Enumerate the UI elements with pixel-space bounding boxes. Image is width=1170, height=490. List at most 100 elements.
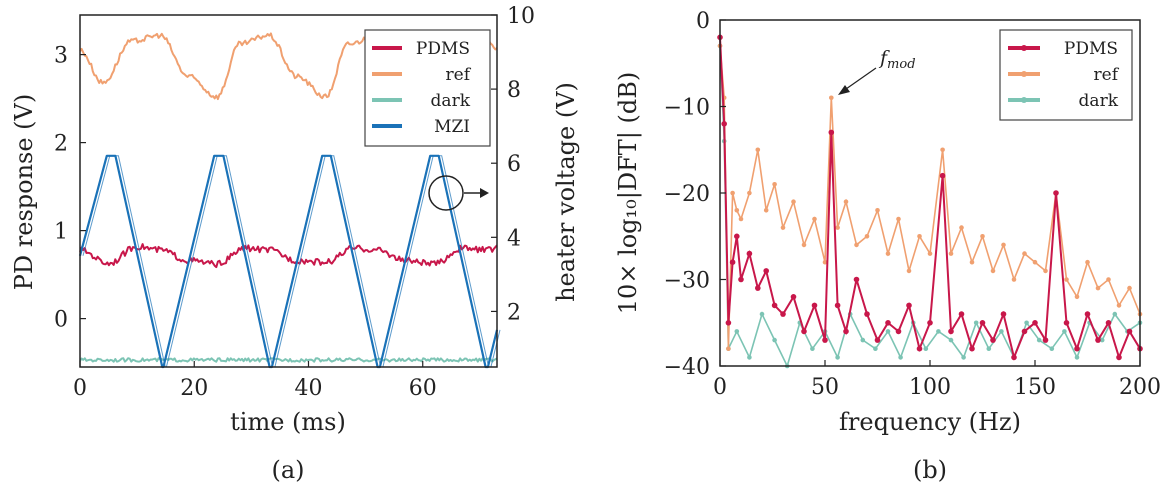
- series-ref-point: [1032, 259, 1038, 265]
- fmod-annotation: fmod: [838, 47, 916, 95]
- series-pdms-point: [1095, 337, 1101, 343]
- series-ref-point: [969, 259, 975, 265]
- series-ref-point: [1001, 242, 1006, 248]
- legend-ref-label: ref: [446, 65, 472, 85]
- series-pdms-point: [790, 294, 797, 300]
- legend-pdms-marker: [1021, 45, 1027, 51]
- series-ref-point: [791, 199, 796, 204]
- series-dark-point: [1036, 337, 1042, 343]
- panel-a-y2tick-label: 4: [507, 226, 521, 251]
- series-ref-point: [1011, 277, 1017, 282]
- panel-b-ylabel: 10× log₁₀|DFT| (dB): [614, 72, 643, 314]
- series-ref-point: [1043, 268, 1048, 274]
- panel-b-legend: PDMS ref dark: [999, 29, 1133, 121]
- panel-a-y2tick-label: 2: [507, 300, 521, 325]
- series-pdms-point: [906, 302, 912, 309]
- panel-a-legend: PDMS ref dark MZI: [364, 29, 491, 147]
- series-pdms-point: [721, 121, 727, 127]
- series-pdms-point: [771, 302, 778, 309]
- panel-a-y2label: heater voltage (V): [552, 82, 580, 302]
- series-dark-point: [1112, 311, 1118, 317]
- series-pdms-point: [834, 302, 841, 309]
- series-pdms-point: [1011, 354, 1017, 361]
- series-ref-point: [1074, 294, 1080, 300]
- series-pdms-point: [939, 172, 946, 179]
- series-ref-point: [864, 234, 870, 239]
- legend-pdms-label: PDMS: [416, 39, 470, 59]
- right-axis-marker: [428, 175, 489, 211]
- legend-mzi-label: MZI: [434, 117, 470, 137]
- series-pdms-point: [874, 337, 881, 343]
- series-ref-point: [843, 199, 849, 204]
- fmod-label: fmod: [878, 47, 916, 72]
- panel-a-y2tick-label: 6: [507, 152, 521, 177]
- panel-a-xtick-label: 40: [294, 376, 322, 401]
- series-mzi-line: [78, 154, 499, 369]
- panel-a-xlabel: time (ms): [230, 408, 346, 436]
- series-ref-point: [885, 251, 891, 256]
- series-dark-point: [835, 355, 840, 360]
- series-ref-point: [835, 225, 840, 230]
- panel-b-xtick-label: 0: [713, 375, 727, 400]
- series-dark-point: [734, 329, 740, 334]
- series-pdms-point: [979, 320, 986, 326]
- series-dark-point: [860, 337, 866, 343]
- series-dark-point: [948, 337, 954, 343]
- series-pdms-point: [895, 328, 902, 335]
- series-pdms-point: [746, 250, 753, 257]
- series-pdms-point: [916, 345, 923, 352]
- series-pdms-point: [853, 276, 860, 283]
- series-dark-line: [719, 45, 1141, 369]
- series-dark-point: [885, 329, 891, 334]
- panel-a-y2ticks: 2 4 6 8 10: [491, 4, 535, 325]
- series-ref-point: [917, 234, 922, 239]
- panel-b-xtick-label: 100: [909, 375, 951, 400]
- series-pdms-point: [755, 285, 761, 291]
- series-dark-point: [936, 329, 941, 334]
- legend-ref-label: ref: [1094, 65, 1120, 85]
- series-ref-point: [1085, 259, 1090, 265]
- panel-a-yticks: 0 1 2 3: [54, 44, 86, 333]
- series-ref-point: [875, 208, 880, 213]
- series-pdms-point: [822, 337, 828, 343]
- series-pdms-point: [725, 320, 732, 326]
- panel-b-ytick-label: 0: [696, 9, 710, 34]
- panel-a-xtick-label: 60: [409, 376, 437, 401]
- fmod-arrow-head: [838, 85, 850, 95]
- panel-a-ytick-label: 3: [54, 44, 68, 69]
- series-ref-point: [772, 182, 777, 187]
- panel-a-xtick-label: 20: [180, 376, 208, 401]
- series-pdms-point: [729, 259, 736, 266]
- series-ref-point: [1095, 285, 1101, 291]
- panel-b-xlabel: frequency (Hz): [839, 408, 1021, 436]
- panel-a-ytick-label: 2: [54, 132, 68, 157]
- series-ref-point: [755, 147, 761, 153]
- panel-b: 0 50 100 150 200 0 −10 −20 −30 −40 frequency (Hz…: [614, 9, 1161, 484]
- series-ref-point: [959, 225, 964, 230]
- panel-b-ytick-label: −40: [664, 355, 710, 380]
- legend-dark-label: dark: [1079, 91, 1119, 111]
- series-pdms-point: [864, 311, 870, 317]
- series-ref-point: [990, 268, 996, 274]
- panel-a-label: (a): [271, 456, 304, 484]
- series-pdms-point: [780, 311, 786, 317]
- series-pdms-point: [1063, 320, 1070, 326]
- series-pdms-point: [738, 276, 744, 283]
- series-pdms-line: [719, 37, 1141, 361]
- series-dark-point: [759, 311, 765, 317]
- series-ref-point: [763, 208, 769, 213]
- series-ref-point: [927, 251, 933, 256]
- panel-a-frame: [79, 14, 498, 368]
- fmod-arrow-line: [845, 67, 877, 90]
- series-pdms-point: [1126, 328, 1133, 335]
- series-pdms-point: [828, 129, 835, 136]
- series-dark-point: [873, 346, 878, 352]
- series-mzi-echo-line: [82, 155, 501, 368]
- series-ref-point: [980, 234, 985, 239]
- panel-a-xticks: 0 20 40 60: [73, 361, 437, 401]
- series-ref-point: [812, 216, 817, 222]
- panel-b-ytick-label: −30: [664, 269, 710, 294]
- series-pdms-point: [1105, 320, 1112, 326]
- series-dark-point: [747, 355, 752, 360]
- panel-a-series: [78, 31, 501, 369]
